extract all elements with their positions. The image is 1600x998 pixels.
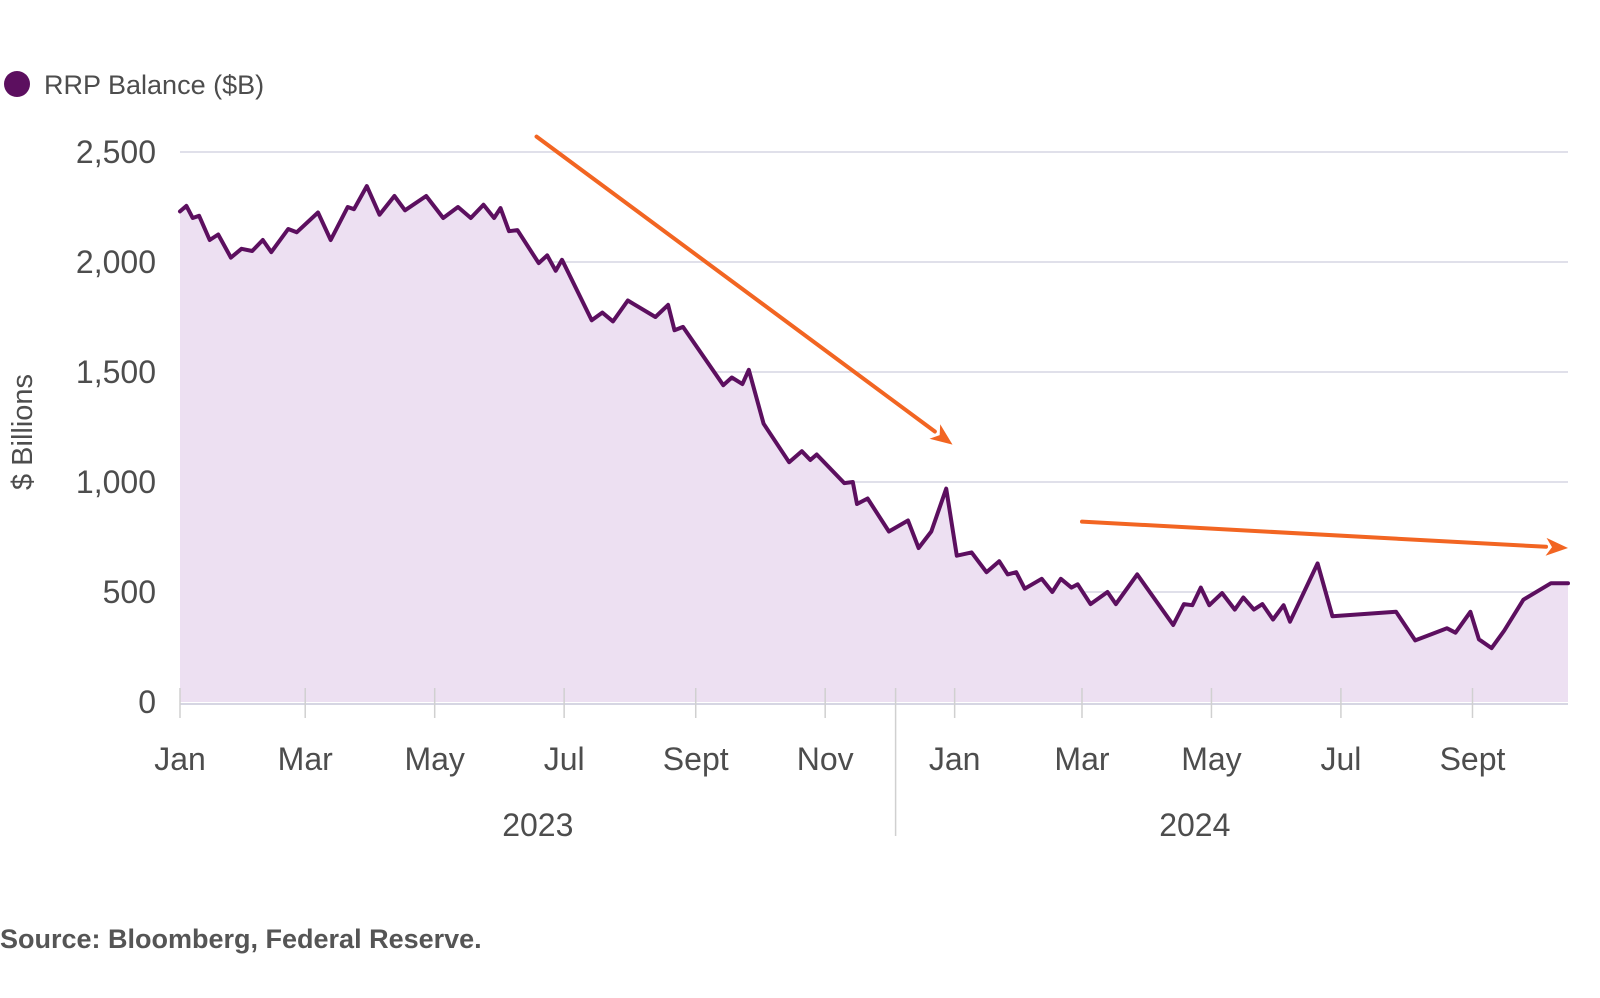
series-line <box>178 184 1570 651</box>
x-tick-label-10: Sept <box>1440 741 1506 777</box>
trend-arrow-1-shaft <box>534 134 937 434</box>
y-tick-label-500: 500 <box>103 574 156 610</box>
x-tick-label-8: May <box>1181 741 1241 777</box>
legend-label: RRP Balance ($B) <box>44 70 264 100</box>
x-axis <box>179 688 1568 718</box>
year-label-2023: 2023 <box>502 807 573 843</box>
trend-arrow-1-head <box>929 424 953 445</box>
area-fill <box>180 186 1568 703</box>
area-layer <box>178 184 1570 703</box>
legend-swatch <box>4 71 30 97</box>
x-tick-label-3: Jul <box>544 741 585 777</box>
x-tick-label-1: Mar <box>278 741 333 777</box>
legend: RRP Balance ($B) <box>4 70 264 100</box>
y-axis: 0 500 1,000 1,500 2,000 2,500 <box>76 134 156 720</box>
x-tick-label-9: Jul <box>1320 741 1361 777</box>
trend-arrow-2-shaft <box>1079 519 1549 549</box>
y-tick-label-0: 0 <box>138 684 156 720</box>
x-tick-label-4: Sept <box>663 741 729 777</box>
trend-arrow-2-head <box>1545 537 1568 556</box>
annotation-arrows <box>534 134 1568 556</box>
y-tick-label-1500: 1,500 <box>76 354 156 390</box>
x-tick-labels: Jan Mar May Jul Sept Nov Jan Mar May Jul Sept <box>154 741 1505 777</box>
y-tick-label-1000: 1,000 <box>76 464 156 500</box>
year-labels: 2023 2024 <box>502 688 1230 843</box>
year-label-2024: 2024 <box>1159 807 1230 843</box>
source-note: Source: Bloomberg, Federal Reserve. <box>0 924 482 954</box>
x-tick-label-6: Jan <box>929 741 981 777</box>
x-tick-label-5: Nov <box>797 741 854 777</box>
y-tick-label-2000: 2,000 <box>76 244 156 280</box>
x-tick-label-0: Jan <box>154 741 206 777</box>
y-tick-label-2500: 2,500 <box>76 134 156 170</box>
x-tick-label-2: May <box>404 741 464 777</box>
x-tick-label-7: Mar <box>1054 741 1109 777</box>
y-axis-label: $ Billions <box>7 374 39 490</box>
